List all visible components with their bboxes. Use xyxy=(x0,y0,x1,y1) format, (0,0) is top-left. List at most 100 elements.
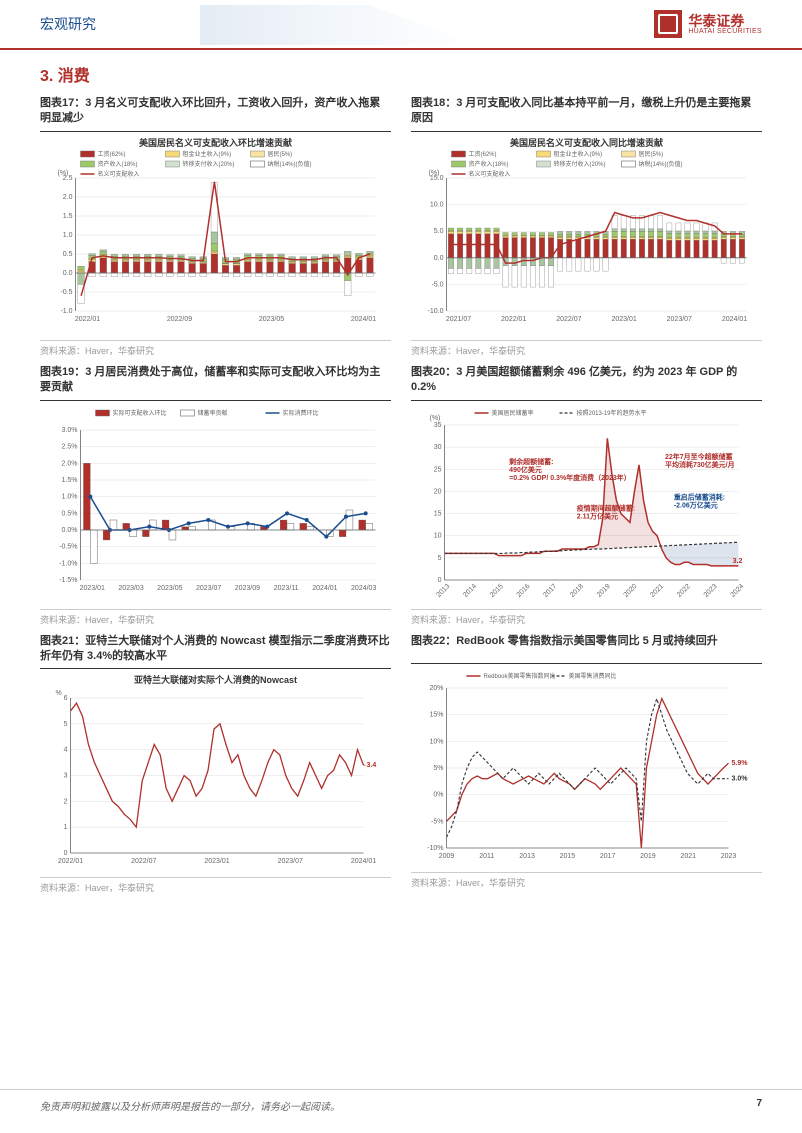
svg-text:2022: 2022 xyxy=(676,582,692,598)
svg-text:15: 15 xyxy=(434,510,442,517)
svg-text:疫情期间超额储蓄:: 疫情期间超额储蓄: xyxy=(577,503,635,512)
chart-title: 图表20：3 月美国超额储蓄剩余 496 亿美元，约为 2023 年 GDP 的… xyxy=(411,365,762,401)
svg-text:2023/01: 2023/01 xyxy=(204,858,229,865)
svg-text:纳税(14%)(负值): 纳税(14%)(负值) xyxy=(268,160,312,168)
svg-text:6: 6 xyxy=(64,695,68,702)
svg-text:2015: 2015 xyxy=(489,582,505,598)
svg-text:2022/07: 2022/07 xyxy=(556,316,581,323)
logo-text: 华泰证券 HUATAI SECURITIES xyxy=(688,14,762,35)
chart-source: 资料来源：Haver，华泰研究 xyxy=(411,872,762,889)
svg-text:4: 4 xyxy=(64,747,68,754)
svg-text:-5.0: -5.0 xyxy=(431,281,443,288)
svg-text:2023/01: 2023/01 xyxy=(80,585,105,592)
svg-text:22年7月至今超额储蓄: 22年7月至今超额储蓄 xyxy=(665,452,733,461)
chart-title: 图表21：亚特兰大联储对个人消费的 Nowcast 模型指示二季度消费环比折年仍… xyxy=(40,634,391,670)
svg-text:2022/07: 2022/07 xyxy=(131,858,156,865)
svg-text:0.0: 0.0 xyxy=(434,255,444,262)
svg-text:2.11万亿美元: 2.11万亿美元 xyxy=(577,511,618,520)
chart-title: 图表18：3 月可支配收入同比基本持平前一月，缴税上升仍是主要拖累原因 xyxy=(411,96,762,132)
svg-text:工资(62%): 工资(62%) xyxy=(469,150,497,158)
svg-text:(%): (%) xyxy=(429,170,440,177)
chart-source: 资料来源：Haver，华泰研究 xyxy=(411,609,762,626)
svg-text:2017: 2017 xyxy=(542,582,558,598)
svg-text:35: 35 xyxy=(434,422,442,429)
svg-text:2023/11: 2023/11 xyxy=(274,585,299,592)
svg-text:3.0%: 3.0% xyxy=(62,427,78,434)
svg-text:-0.5: -0.5 xyxy=(60,289,72,296)
svg-text:5%: 5% xyxy=(433,765,443,772)
svg-text:30: 30 xyxy=(434,444,442,451)
chart-source: 资料来源：Haver，华泰研究 xyxy=(40,877,391,894)
svg-text:0: 0 xyxy=(64,850,68,857)
svg-text:2011: 2011 xyxy=(479,853,494,860)
svg-text:-1.0: -1.0 xyxy=(60,308,72,315)
svg-text:1.5%: 1.5% xyxy=(62,477,78,484)
svg-text:转移支付收入(20%): 转移支付收入(20%) xyxy=(183,160,235,168)
svg-text:剩余超额储蓄:: 剩余超额储蓄: xyxy=(509,456,553,465)
logo-en: HUATAI SECURITIES xyxy=(688,28,762,35)
page-header: 宏观研究 华泰证券 HUATAI SECURITIES xyxy=(0,0,802,50)
chart-21: 图表21：亚特兰大联储对个人消费的 Nowcast 模型指示二季度消费环比折年仍… xyxy=(40,634,391,895)
svg-text:-2.06万亿美元: -2.06万亿美元 xyxy=(674,500,718,509)
chart-grid: 图表17：3 月名义可支配收入环比回升，工资收入回升，资产收入拖累明显减少 美国… xyxy=(40,96,762,894)
svg-text:2023: 2023 xyxy=(703,582,719,598)
svg-text:2013: 2013 xyxy=(519,853,535,860)
svg-text:-10%: -10% xyxy=(427,845,443,852)
svg-text:美国居民名义可支配收入环比增速贡献: 美国居民名义可支配收入环比增速贡献 xyxy=(139,137,292,148)
logo-icon xyxy=(654,10,682,38)
svg-text:-0.5%: -0.5% xyxy=(59,543,77,550)
svg-text:0: 0 xyxy=(438,577,442,584)
chart-canvas: 美国居民名义可支配收入环比增速贡献工资(62%)租金业主收入(9%)居民(5%)… xyxy=(40,136,391,336)
svg-text:2023/05: 2023/05 xyxy=(259,316,284,323)
svg-text:5.0: 5.0 xyxy=(434,228,444,235)
svg-text:2.5%: 2.5% xyxy=(62,443,78,450)
svg-text:2023/01: 2023/01 xyxy=(611,316,636,323)
svg-text:美国居民储蓄率: 美国居民储蓄率 xyxy=(492,409,534,417)
chart-18: 图表18：3 月可支配收入同比基本持平前一月，缴税上升仍是主要拖累原因 美国居民… xyxy=(411,96,762,357)
svg-text:2018: 2018 xyxy=(569,582,585,598)
svg-text:3.2: 3.2 xyxy=(733,558,743,565)
svg-text:2023: 2023 xyxy=(721,853,737,860)
svg-text:居民(5%): 居民(5%) xyxy=(268,151,293,158)
svg-text:按照2013-19年的趋势水平: 按照2013-19年的趋势水平 xyxy=(577,409,647,417)
svg-text:2009: 2009 xyxy=(439,853,455,860)
svg-text:1.5: 1.5 xyxy=(63,213,73,220)
svg-text:名义可支配收入: 名义可支配收入 xyxy=(469,170,511,178)
svg-text:2.0%: 2.0% xyxy=(62,460,78,467)
chart-source: 资料来源：Haver，华泰研究 xyxy=(40,340,391,357)
svg-text:5.9%: 5.9% xyxy=(732,760,749,767)
svg-text:25: 25 xyxy=(434,466,442,473)
svg-text:2024/01: 2024/01 xyxy=(722,316,747,323)
chart-17: 图表17：3 月名义可支配收入环比回升，工资收入回升，资产收入拖累明显减少 美国… xyxy=(40,96,391,357)
chart-20: 图表20：3 月美国超额储蓄剩余 496 亿美元，约为 2023 年 GDP 的… xyxy=(411,365,762,626)
svg-text:10%: 10% xyxy=(429,738,443,745)
chart-19: 图表19：3 月居民消费处于高位，储蓄率和实际可支配收入环比均为主要贡献 实际可… xyxy=(40,365,391,626)
chart-source: 资料来源：Haver，华泰研究 xyxy=(411,340,762,357)
svg-text:0.0: 0.0 xyxy=(63,270,73,277)
svg-text:资产收入(18%): 资产收入(18%) xyxy=(469,160,509,168)
svg-text:2023/03: 2023/03 xyxy=(118,585,143,592)
svg-text:0%: 0% xyxy=(433,791,443,798)
chart-canvas: Redbook美国零售指数同比美国零售消费同比-10%-5%0%5%10%15%… xyxy=(411,668,762,868)
disclaimer: 免责声明和披露以及分析师声明是报告的一部分，请务必一起阅读。 xyxy=(40,1098,340,1113)
svg-text:15%: 15% xyxy=(429,711,443,718)
svg-text:2: 2 xyxy=(64,799,68,806)
svg-text:名义可支配收入: 名义可支配收入 xyxy=(98,170,140,178)
svg-text:资产收入(18%): 资产收入(18%) xyxy=(98,160,138,168)
svg-text:2021/07: 2021/07 xyxy=(446,316,471,323)
svg-text:2017: 2017 xyxy=(600,853,616,860)
chart-canvas: 实际可支配收入环比储蓄率贡献实际消费环比-1.5%-1.0%-0.5%0.0%0… xyxy=(40,405,391,605)
chart-canvas: 美国居民储蓄率按照2013-19年的趋势水平05101520253035(%)2… xyxy=(411,405,762,605)
brand: 华泰证券 HUATAI SECURITIES xyxy=(654,10,762,38)
svg-text:0.5%: 0.5% xyxy=(62,510,78,517)
page-number: 7 xyxy=(756,1098,762,1113)
svg-text:2014: 2014 xyxy=(462,582,478,598)
svg-text:租金业主收入(9%): 租金业主收入(9%) xyxy=(554,150,603,158)
svg-text:2022/09: 2022/09 xyxy=(167,316,192,323)
svg-text:2019: 2019 xyxy=(640,853,656,860)
chart-title: 图表19：3 月居民消费处于高位，储蓄率和实际可支配收入环比均为主要贡献 xyxy=(40,365,391,401)
svg-text:租金业主收入(9%): 租金业主收入(9%) xyxy=(183,150,232,158)
chart-22: 图表22：RedBook 零售指数指示美国零售同比 5 月或持续回升 Redbo… xyxy=(411,634,762,895)
chart-source: 资料来源：Haver，华泰研究 xyxy=(40,609,391,626)
svg-text:2022/01: 2022/01 xyxy=(75,316,100,323)
